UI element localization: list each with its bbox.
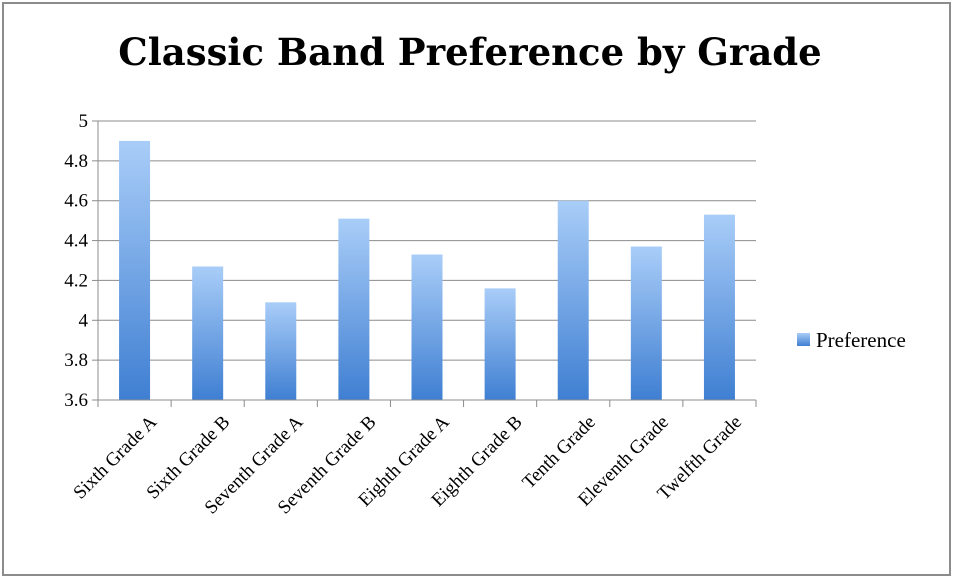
bars (119, 140, 735, 400)
y-tick-label: 3.6 (64, 390, 88, 411)
bar (630, 246, 662, 400)
y-tick-label: 4.4 (64, 231, 88, 252)
bar (192, 266, 224, 400)
y-tick-label: 4.8 (64, 151, 88, 172)
y-tick-label: 4.6 (64, 191, 88, 212)
legend: Preference (797, 328, 906, 352)
bar (703, 214, 735, 400)
bar (557, 200, 589, 400)
y-tick-label: 4.2 (64, 270, 88, 291)
y-tick-label: 5 (79, 111, 89, 132)
bar (265, 302, 297, 400)
legend-label: Preference (816, 328, 906, 352)
bar (411, 254, 443, 400)
bar (338, 218, 370, 400)
chart-title: Classic Band Preference by Grade (118, 30, 822, 74)
y-tick-label: 3.8 (64, 350, 88, 371)
axes (92, 120, 757, 407)
bar (484, 288, 516, 400)
legend-swatch (797, 333, 810, 346)
bar (119, 140, 151, 400)
y-tick-label: 4 (79, 310, 89, 331)
